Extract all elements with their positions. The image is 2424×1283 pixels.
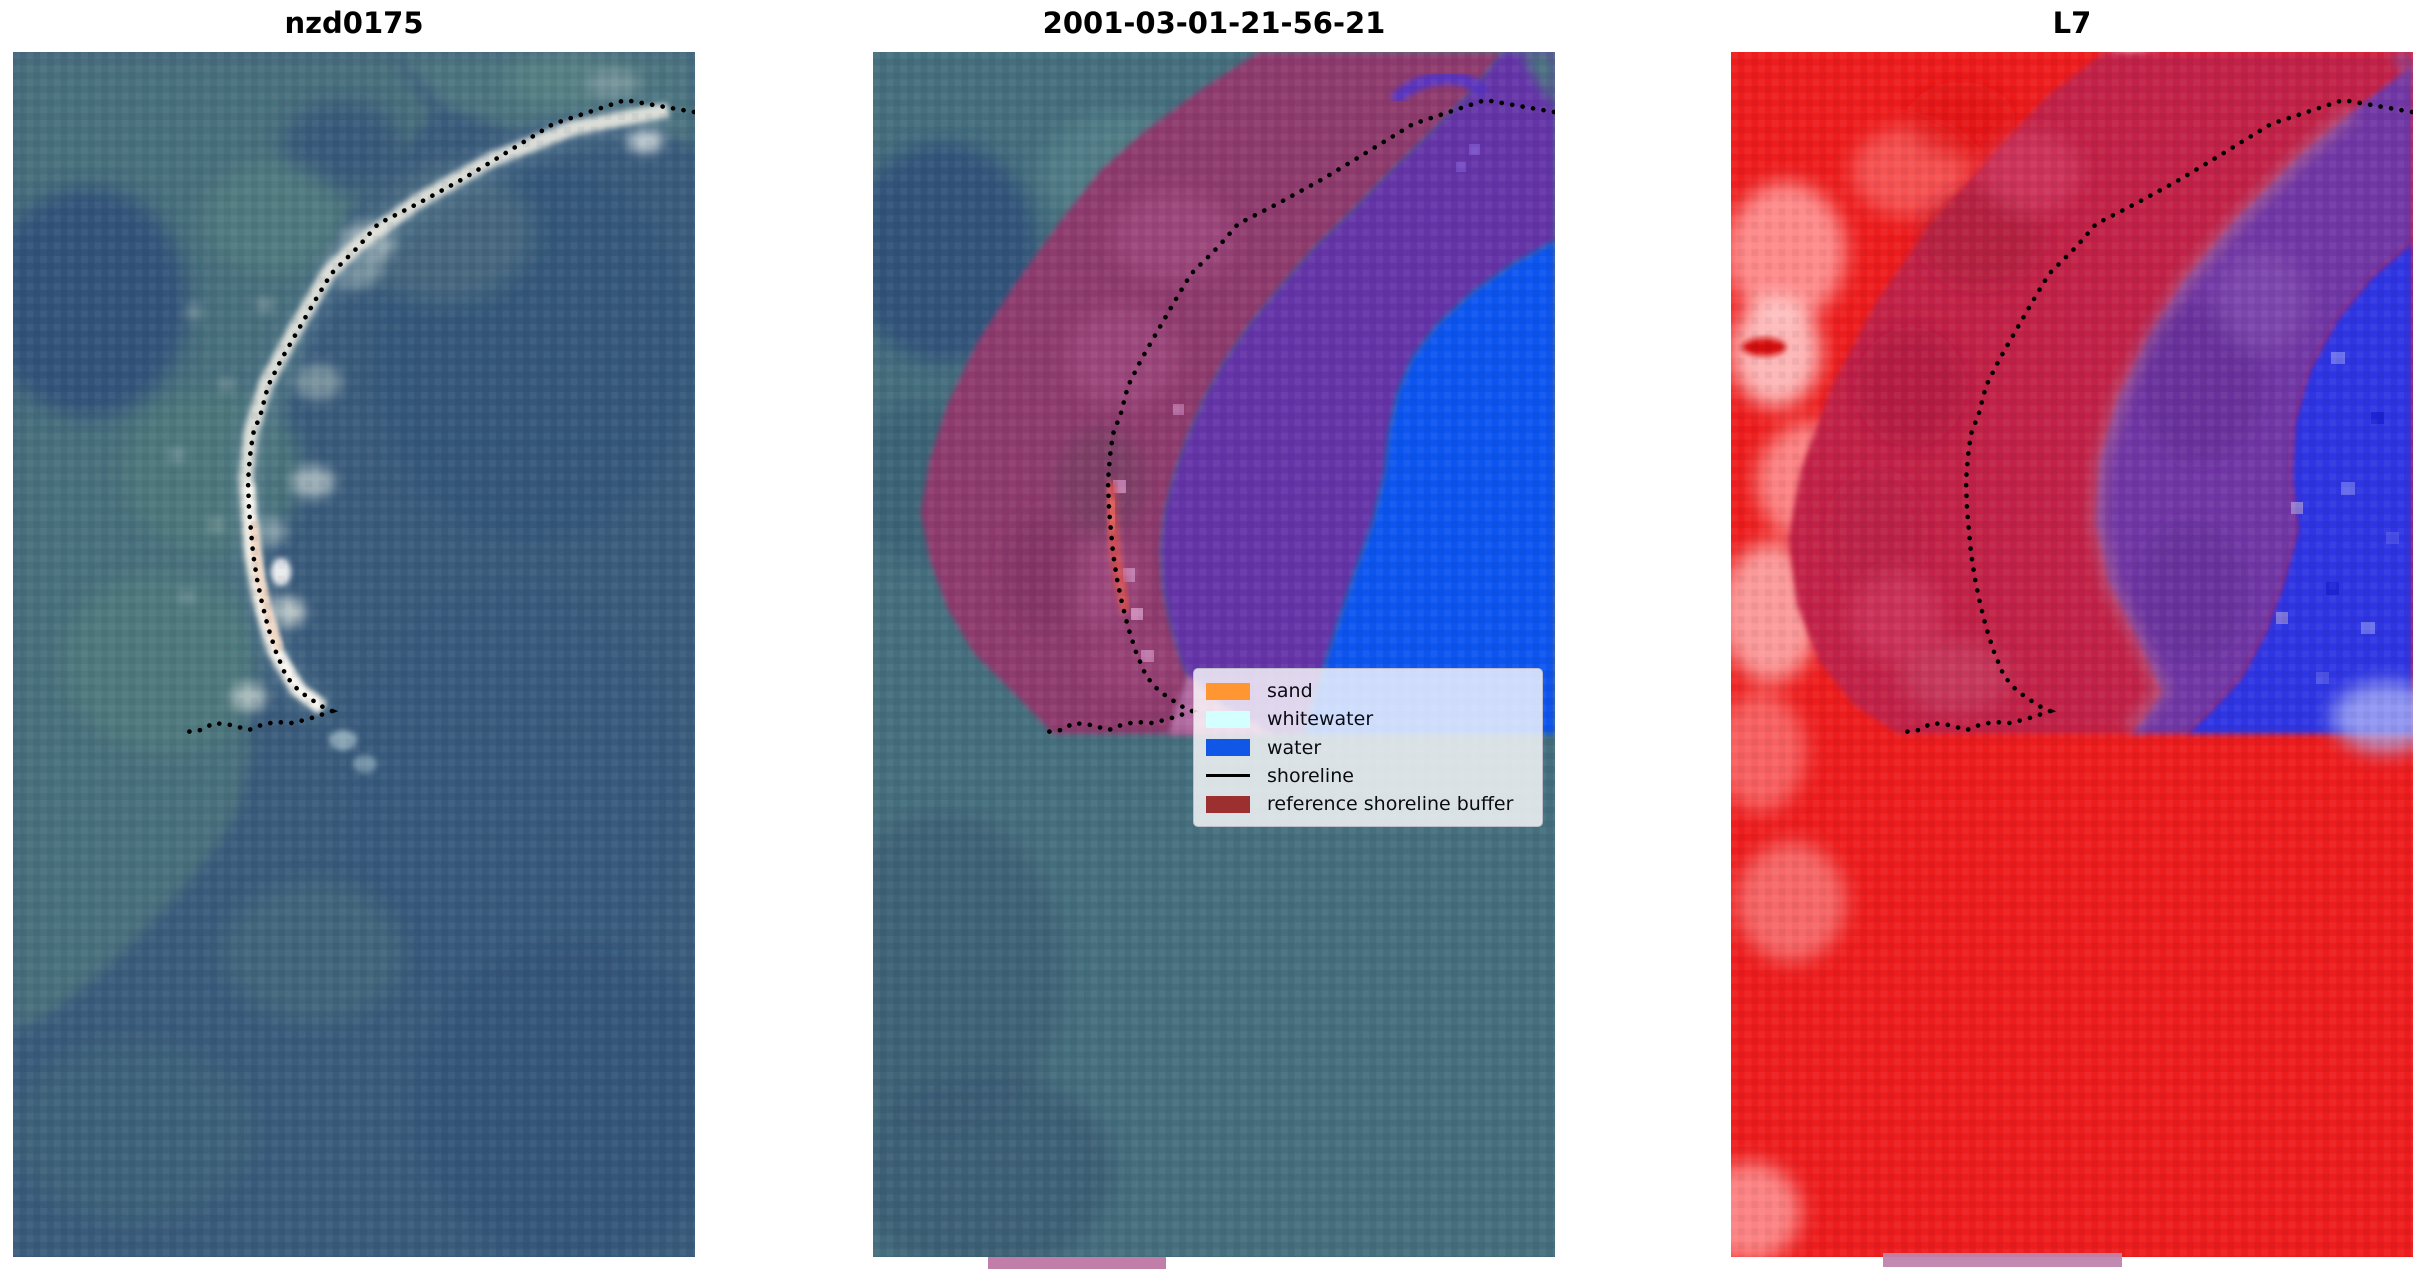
shoreline-dotted-line bbox=[183, 97, 695, 735]
shoreline-dotted-line bbox=[1901, 97, 2413, 735]
legend-item-whitewater: whitewater bbox=[1206, 706, 1530, 732]
pixel-mosaic-overlay bbox=[13, 52, 695, 1257]
pixel-mosaic-overlay bbox=[1731, 52, 2413, 1257]
buffer-overflow-strip bbox=[1883, 1253, 2122, 1267]
legend-item-water: water bbox=[1206, 735, 1530, 761]
legend-item-shoreline: shoreline bbox=[1206, 763, 1530, 789]
whitewater-label: whitewater bbox=[1267, 708, 1374, 731]
rgb-image bbox=[13, 52, 695, 1257]
panel-classified-image: sand whitewater water shoreline referenc… bbox=[873, 52, 1555, 1269]
buffer-overflow-strip bbox=[988, 1257, 1166, 1269]
water-label: water bbox=[1267, 736, 1322, 759]
sand-label: sand bbox=[1267, 680, 1313, 702]
pixel-mosaic-overlay bbox=[873, 52, 1555, 1257]
panel-l7-image bbox=[1731, 52, 2413, 1267]
sand-swatch bbox=[1206, 682, 1250, 700]
water-swatch bbox=[1206, 739, 1250, 756]
legend-box: sand whitewater water shoreline referenc… bbox=[1193, 668, 1543, 827]
legend-item-sand: sand bbox=[1206, 678, 1530, 704]
l7-image bbox=[1731, 52, 2413, 1257]
shoreline-label: shoreline bbox=[1267, 764, 1354, 787]
shoreline-dotted-line bbox=[1043, 97, 1555, 735]
reference-buffer-label: reference shoreline buffer bbox=[1267, 793, 1514, 815]
panel1-title: nzd0175 bbox=[284, 6, 424, 40]
legend-item-reference-buffer: reference shoreline buffer bbox=[1206, 791, 1530, 817]
whitewater-swatch bbox=[1206, 710, 1250, 728]
reference-buffer-swatch bbox=[1206, 795, 1250, 813]
panel-rgb-image bbox=[13, 52, 695, 1257]
panel2-title: 2001-03-01-21-56-21 bbox=[1042, 6, 1386, 40]
classified-image bbox=[873, 52, 1555, 1257]
shoreline-line-swatch bbox=[1206, 774, 1250, 778]
panel3-title: L7 bbox=[2052, 6, 2092, 40]
